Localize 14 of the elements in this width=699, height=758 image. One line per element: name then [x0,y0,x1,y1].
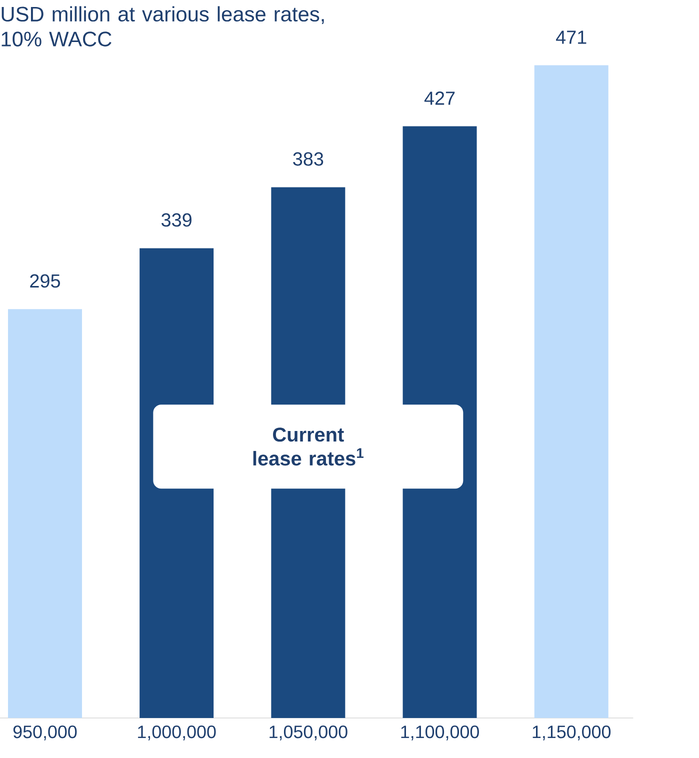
chart-title: USD million at various lease rates, 10% WACC [2,6,324,46]
data-label: 383 [293,152,324,166]
data-label: 339 [162,213,192,227]
x-tick-label: 1,000,000 [138,726,216,740]
data-label: 471 [556,30,586,44]
x-tick-label: 1,100,000 [401,726,479,740]
bar [8,309,82,718]
x-tick-label: 950,000 [13,726,77,740]
bar [534,65,608,718]
data-label: 295 [30,274,60,288]
annotation: Current lease rates$^{1}$ [253,428,364,466]
data-label: 427 [424,92,455,105]
x-tick-label: 1,150,000 [532,726,611,740]
x-tick-label: 1,050,000 [270,726,348,740]
